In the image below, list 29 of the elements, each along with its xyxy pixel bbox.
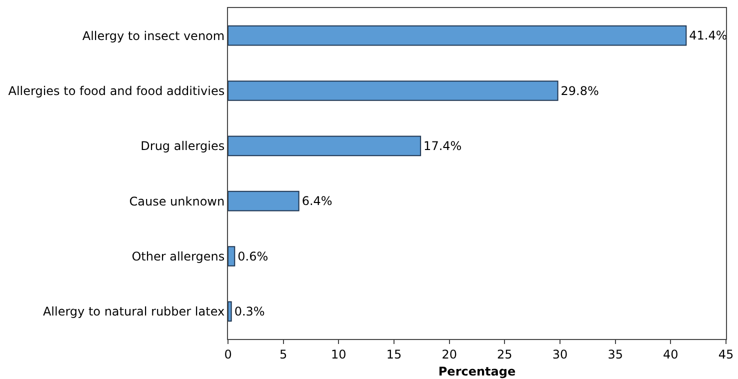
data-label: 29.8% — [560, 84, 599, 98]
x-tick-label: 35 — [608, 347, 623, 362]
data-label: 0.6% — [238, 249, 268, 264]
x-tick-label: 20 — [442, 347, 457, 362]
x-tick-label: 30 — [552, 347, 568, 362]
bar — [228, 301, 232, 322]
x-tick-label: 25 — [497, 347, 512, 362]
x-tick-label: 15 — [386, 347, 402, 362]
x-tick-label: 45 — [718, 347, 734, 362]
bar — [228, 136, 422, 156]
bar — [228, 25, 687, 46]
data-label: 41.4% — [689, 28, 728, 43]
x-axis-title: Percentage — [438, 364, 516, 378]
bar — [228, 246, 236, 266]
data-label: 0.3% — [234, 304, 265, 318]
y-tick-label: Allergy to insect venom — [82, 28, 225, 43]
y-tick-label: Cause unknown — [129, 194, 225, 208]
y-tick-label: Allergies to food and food additivies — [8, 84, 225, 98]
y-tick-label: Allergy to natural rubber latex — [42, 304, 225, 319]
y-tick-label: Other allergens — [132, 249, 225, 264]
x-tick-label: 5 — [280, 347, 288, 362]
x-tick-label: 40 — [663, 347, 678, 362]
y-tick-label: Drug allergies — [140, 139, 225, 154]
bar — [228, 80, 558, 101]
data-label: 6.4% — [302, 194, 332, 208]
x-tick-label: 0 — [224, 347, 232, 362]
x-tick-label: 10 — [331, 347, 346, 362]
bar — [228, 190, 300, 212]
data-label: 17.4% — [424, 138, 462, 153]
